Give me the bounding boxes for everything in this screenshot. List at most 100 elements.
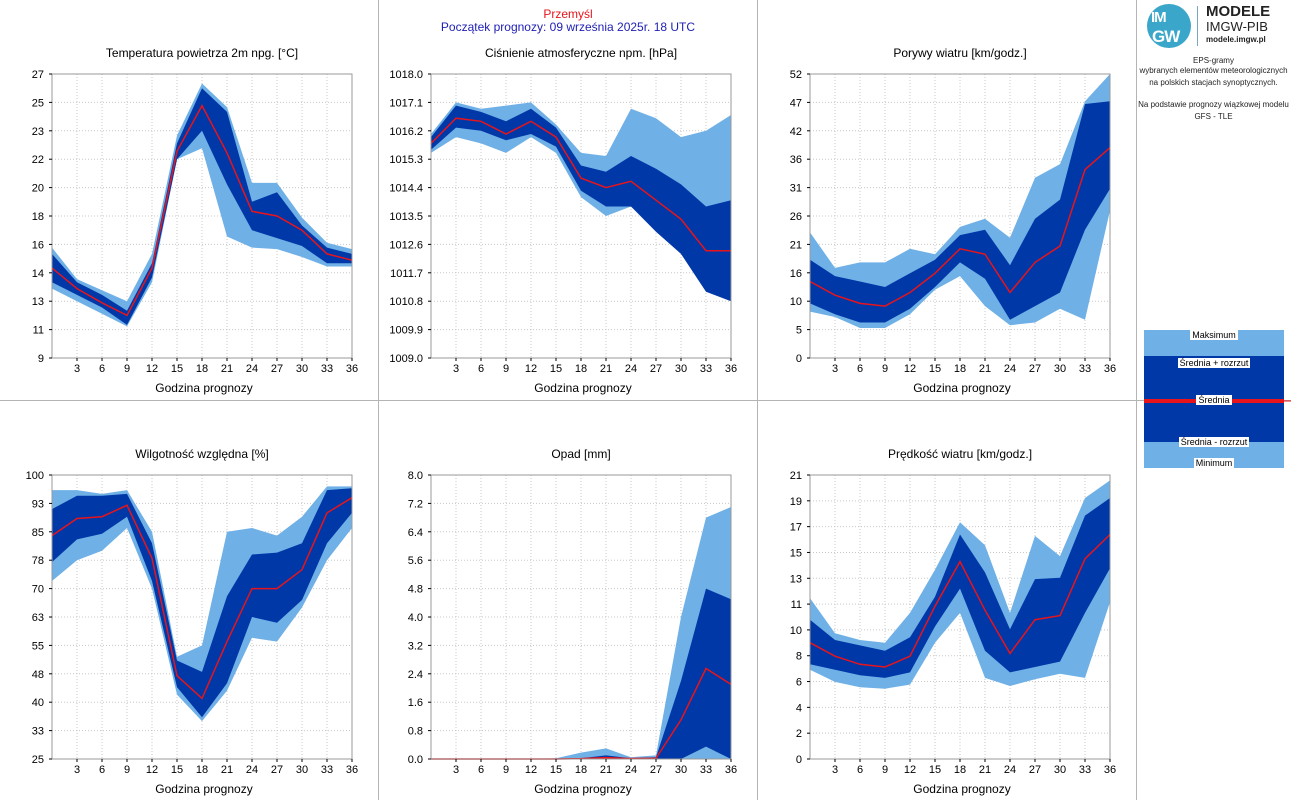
band-spread — [810, 498, 1110, 678]
x-tick-label: 36 — [346, 764, 358, 776]
y-tick-label: 5.6 — [408, 555, 423, 567]
y-tick-label: 52 — [790, 69, 802, 81]
y-tick-label: 7.2 — [408, 498, 423, 510]
mean-line — [809, 147, 1111, 307]
legend-mean-extension — [1284, 400, 1291, 402]
x-tick-label: 12 — [146, 764, 158, 776]
y-tick-label: 16 — [32, 239, 44, 251]
y-tick-label: 17 — [790, 522, 802, 534]
y-tick-label: 4 — [796, 702, 802, 714]
x-tick-label: 6 — [478, 764, 484, 776]
x-tick-label: 36 — [725, 363, 737, 375]
x-tick-label: 18 — [196, 764, 208, 776]
y-tick-label: 93 — [32, 498, 44, 510]
y-tick-label: 78 — [32, 555, 44, 567]
x-tick-label: 18 — [575, 363, 587, 375]
x-tick-label: 6 — [99, 363, 105, 375]
imgw-logo[interactable]: IM GW MODELE IMGW-PIB modele.imgw.pl — [1143, 2, 1289, 48]
y-tick-label: 55 — [32, 640, 44, 652]
description-line-3: na polskich stacjach synoptycznych. — [1149, 78, 1278, 87]
x-axis-label: Godzina prognozy — [155, 381, 252, 395]
y-tick-label: 11 — [33, 325, 44, 337]
x-tick-label: 33 — [1079, 764, 1091, 776]
y-tick-label: 8 — [796, 651, 802, 663]
x-tick-label: 30 — [675, 764, 687, 776]
y-tick-label: 31 — [790, 183, 802, 195]
x-tick-label: 3 — [453, 764, 459, 776]
pressure-chart: Ciśnienie atmosferyczne npm. [hPa] 1009.0… — [389, 46, 737, 395]
x-tick-label: 15 — [171, 764, 183, 776]
x-tick-label: 21 — [979, 764, 991, 776]
x-tick-label: 27 — [650, 764, 662, 776]
x-tick-label: 30 — [1054, 363, 1066, 375]
x-tick-label: 21 — [221, 363, 233, 375]
y-tick-label: 40 — [32, 697, 44, 709]
x-tick-label: 30 — [296, 764, 308, 776]
y-tick-label: 1013.5 — [389, 211, 423, 223]
x-tick-label: 33 — [321, 764, 333, 776]
x-tick-label: 27 — [271, 363, 283, 375]
logo-title: MODELE — [1206, 3, 1271, 20]
x-tick-label: 30 — [296, 363, 308, 375]
y-tick-label: 6.4 — [408, 527, 423, 539]
x-tick-label: 24 — [1004, 764, 1016, 776]
band-min-max — [52, 83, 352, 327]
y-tick-label: 33 — [32, 726, 44, 738]
x-tick-label: 6 — [857, 764, 863, 776]
description-line-1: EPS-gramy — [1193, 56, 1234, 65]
y-tick-label: 0 — [796, 754, 802, 766]
y-tick-label: 23 — [32, 126, 44, 138]
x-tick-label: 15 — [171, 363, 183, 375]
x-tick-label: 24 — [625, 764, 637, 776]
y-tick-label: 36 — [790, 154, 802, 166]
y-tick-label: 4.8 — [408, 584, 423, 596]
x-tick-label: 33 — [321, 363, 333, 375]
x-tick-label: 27 — [1029, 363, 1041, 375]
y-tick-label: 0.8 — [408, 726, 423, 738]
chart-title: Temperatura powietrza 2m npg. [°C] — [106, 46, 298, 60]
y-tick-label: 14 — [32, 268, 44, 280]
x-tick-label: 9 — [124, 764, 130, 776]
y-tick-label: 1009.0 — [389, 353, 423, 365]
chart-title: Porywy wiatru [km/godz.] — [893, 46, 1026, 60]
band-spread — [52, 488, 352, 718]
logo-url[interactable]: modele.imgw.pl — [1206, 35, 1266, 44]
mean-line — [51, 104, 353, 317]
x-tick-label: 9 — [503, 363, 509, 375]
x-tick-label: 21 — [600, 363, 612, 375]
wind-speed-chart: Prędkość wiatru [km/godz.]02468101113151… — [790, 447, 1116, 796]
x-tick-label: 6 — [478, 363, 484, 375]
y-tick-label: 18 — [32, 211, 44, 223]
humidity-chart: Wilgotność względna [%]25334048556370788… — [26, 447, 358, 796]
y-tick-label: 1017.1 — [389, 97, 423, 109]
x-tick-label: 9 — [882, 363, 888, 375]
x-tick-label: 33 — [1079, 363, 1091, 375]
band-min-max — [431, 102, 731, 302]
x-tick-label: 24 — [246, 363, 258, 375]
x-tick-label: 6 — [857, 363, 863, 375]
x-tick-label: 3 — [832, 764, 838, 776]
x-tick-label: 15 — [929, 764, 941, 776]
y-tick-label: 1018.0 — [389, 69, 423, 81]
x-tick-label: 3 — [832, 363, 838, 375]
x-tick-label: 15 — [550, 764, 562, 776]
x-tick-label: 36 — [1104, 764, 1116, 776]
precipitation-chart: Opad [mm] 0.0 0.8 1.6 2.4 3.2 4.0 4.8 5.6 6.4 7.2 8… — [408, 447, 737, 796]
x-tick-label: 36 — [1104, 363, 1116, 375]
y-tick-label: 2.4 — [408, 669, 423, 681]
x-tick-label: 6 — [99, 764, 105, 776]
y-tick-label: 25 — [32, 97, 44, 109]
y-tick-label: 70 — [32, 584, 44, 596]
forecast-start: Początek prognozy: 09 września 2025r. 18… — [440, 20, 696, 34]
logo-subtitle: IMGW-PIB — [1206, 19, 1268, 34]
y-tick-label: 100 — [26, 470, 44, 482]
y-tick-label: 1012.6 — [389, 239, 423, 251]
legend-max-label: Maksimum — [1190, 330, 1238, 340]
x-tick-label: 21 — [600, 764, 612, 776]
x-axis-label: Godzina prognozy — [534, 381, 631, 395]
y-tick-label: 85 — [32, 527, 44, 539]
y-tick-label: 13 — [32, 296, 44, 308]
legend-plus-label: Średnia + rozrzut — [1177, 358, 1251, 368]
y-tick-label: 6 — [796, 677, 802, 689]
x-tick-label: 18 — [954, 764, 966, 776]
